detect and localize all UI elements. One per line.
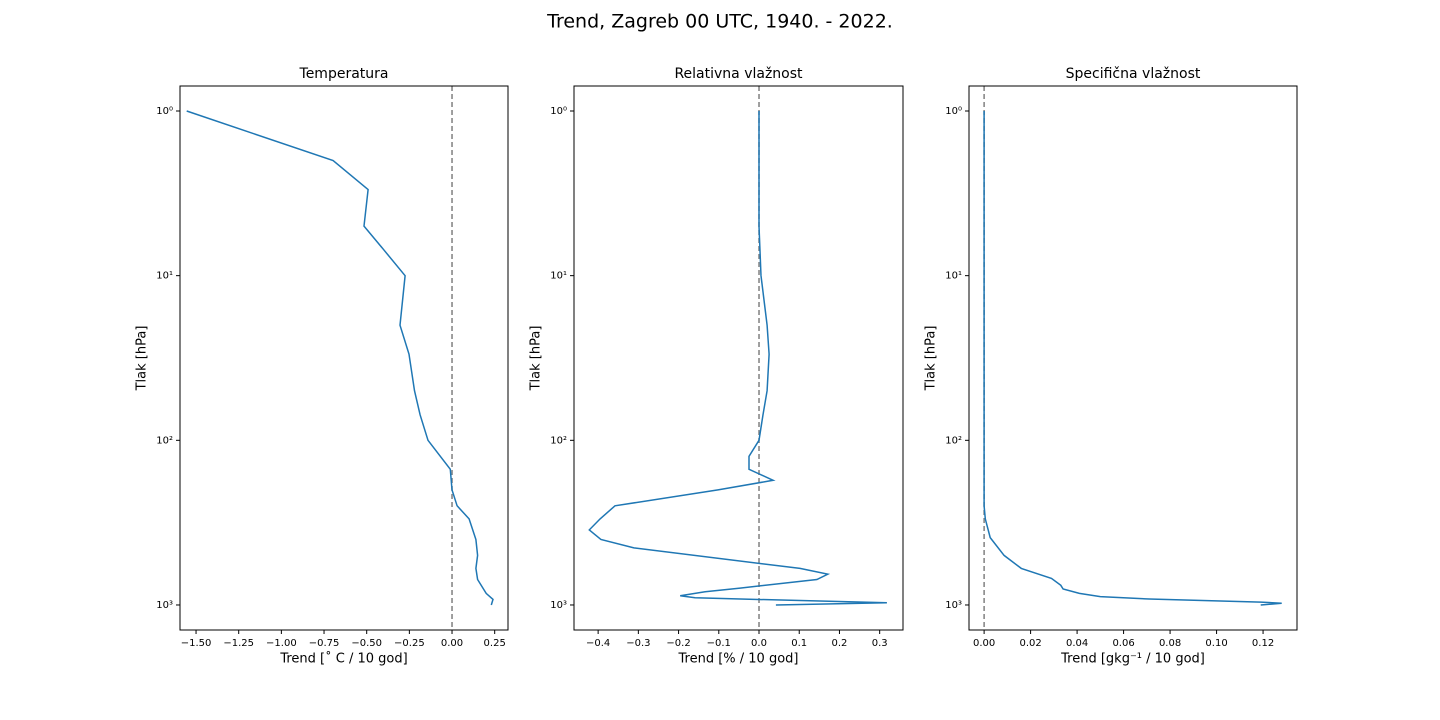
y-tick-label: 10⁰ bbox=[550, 106, 567, 117]
y-tick-label: 10³ bbox=[945, 600, 962, 611]
data-line bbox=[983, 111, 1282, 606]
y-tick-label: 10³ bbox=[550, 600, 567, 611]
plot-area bbox=[574, 86, 903, 630]
y-tick-label: 10⁰ bbox=[156, 106, 173, 117]
x-tick-label: −1.50 bbox=[181, 638, 212, 649]
x-tick-label: −0.75 bbox=[309, 638, 340, 649]
x-tick-label: −0.3 bbox=[626, 638, 650, 649]
x-tick-label: −0.1 bbox=[707, 638, 731, 649]
y-tick-label: 10⁰ bbox=[945, 106, 962, 117]
data-line bbox=[588, 111, 887, 606]
plot-area bbox=[969, 86, 1297, 630]
plot-area bbox=[180, 86, 508, 630]
x-tick-label: 0.1 bbox=[791, 638, 807, 649]
axes-frame bbox=[968, 85, 1298, 631]
y-axis-label: Tlak [hPa] bbox=[924, 326, 939, 392]
figure-title: Trend, Zagreb 00 UTC, 1940. - 2022. bbox=[546, 11, 893, 33]
x-tick-label: 0.02 bbox=[1019, 638, 1041, 649]
data-line bbox=[186, 110, 494, 606]
x-tick-label: 0.08 bbox=[1159, 638, 1181, 649]
x-tick-label: −1.25 bbox=[223, 638, 254, 649]
y-tick-label: 10¹ bbox=[550, 271, 567, 282]
x-tick-label: 0.0 bbox=[751, 638, 767, 649]
y-axis-label: Tlak [hPa] bbox=[135, 326, 150, 392]
y-tick-label: 10¹ bbox=[156, 271, 173, 282]
subplot-title: Specifična vlažnost bbox=[1066, 66, 1201, 82]
x-tick-label: −0.25 bbox=[394, 638, 425, 649]
x-tick-label: −0.2 bbox=[666, 638, 690, 649]
x-tick-label: −0.50 bbox=[351, 638, 382, 649]
y-tick-label: 10² bbox=[550, 435, 567, 446]
x-tick-label: 0.00 bbox=[441, 638, 463, 649]
x-tick-label: 0.3 bbox=[872, 638, 888, 649]
x-axis-label: Trend [gkg⁻¹ / 10 god] bbox=[1060, 652, 1205, 667]
x-tick-label: 0.06 bbox=[1112, 638, 1134, 649]
x-tick-label: 0.10 bbox=[1205, 638, 1227, 649]
x-tick-label: 0.04 bbox=[1066, 638, 1088, 649]
axes-frame bbox=[179, 85, 509, 631]
y-tick-label: 10² bbox=[945, 435, 962, 446]
x-tick-label: 0.00 bbox=[973, 638, 995, 649]
subplot-title: Temperatura bbox=[299, 66, 389, 82]
x-tick-label: −0.4 bbox=[586, 638, 610, 649]
y-axis-label: Tlak [hPa] bbox=[529, 326, 544, 392]
x-tick-label: −1.00 bbox=[266, 638, 297, 649]
subplot-title: Relativna vlažnost bbox=[674, 66, 803, 82]
x-tick-label: 0.25 bbox=[484, 638, 506, 649]
x-tick-label: 0.2 bbox=[831, 638, 847, 649]
y-tick-label: 10² bbox=[156, 435, 173, 446]
y-tick-label: 10¹ bbox=[945, 271, 962, 282]
axes-frame bbox=[573, 85, 904, 631]
x-tick-label: 0.12 bbox=[1252, 638, 1274, 649]
x-axis-label: Trend [% / 10 god] bbox=[678, 652, 799, 667]
x-axis-label: Trend [˚ C / 10 god] bbox=[279, 651, 407, 667]
y-tick-label: 10³ bbox=[156, 600, 173, 611]
